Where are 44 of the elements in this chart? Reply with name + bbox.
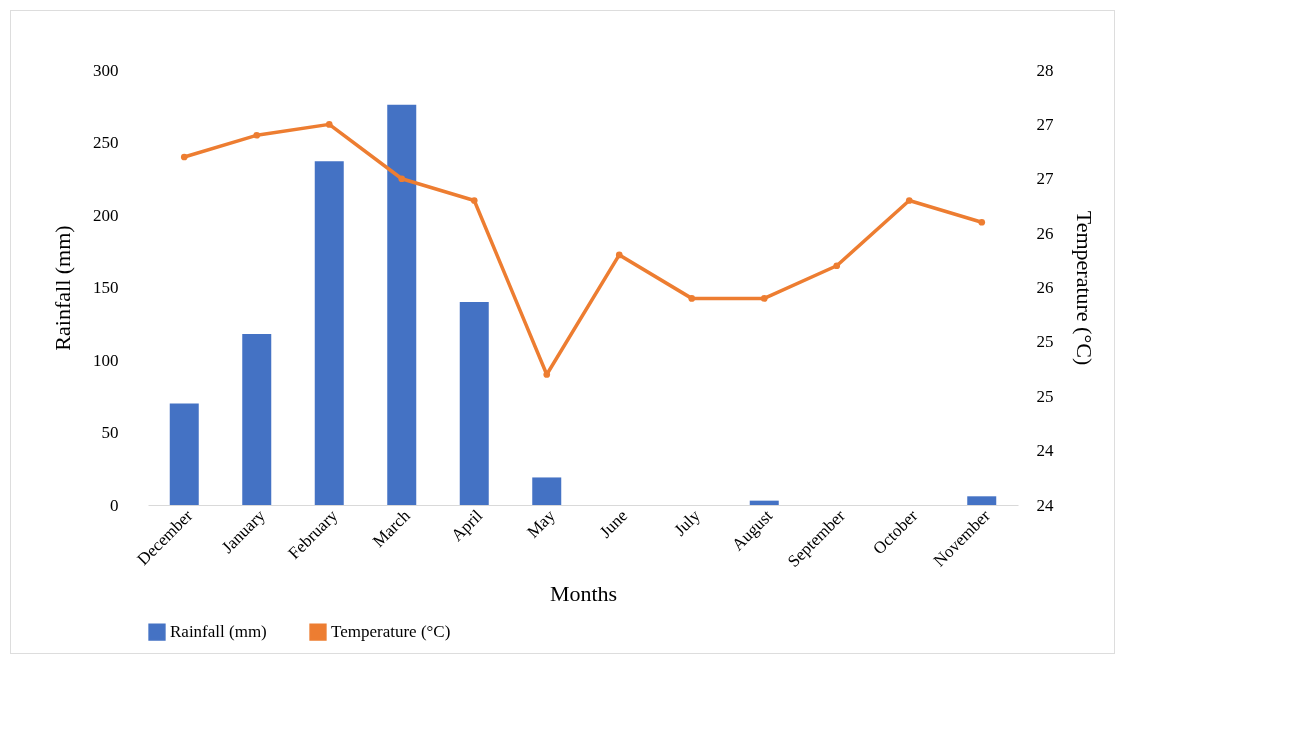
bar [314,161,344,505]
y2-tick-label: 26 [1036,223,1054,243]
bar [169,403,199,505]
y-tick-label: 150 [93,278,119,297]
point [398,175,406,183]
point [978,218,986,226]
y-axis-title: Rainfall (mm) [50,225,75,351]
y2-tick-label: 27 [1036,114,1054,134]
point [615,251,623,259]
point [688,295,696,302]
y-tick-label: 100 [93,350,119,370]
legend-label: Temperature (°C) [331,622,451,642]
y2-tick-label: 25 [1036,332,1054,352]
point [543,371,551,378]
y2-tick-label: 24 [1036,495,1054,515]
y2-tick-label: 25 [1036,386,1054,406]
point [470,197,478,204]
y-tick-label: 50 [101,423,119,442]
x-tick-label: May [523,505,560,542]
bar [459,302,489,505]
y2-axis-title: Temperature (°C) [1071,210,1097,366]
y2-tick-label: 26 [1036,278,1054,297]
x-tick-label: July [670,505,705,540]
x-tick-label: June [595,506,632,542]
point [180,153,188,161]
y2-tick-label: 28 [1036,60,1054,80]
bar [749,500,779,505]
bar [242,333,272,505]
bar [967,496,997,505]
y-tick-label: 300 [93,60,119,80]
y-tick-label: 0 [110,495,119,515]
point [325,121,333,128]
y2-tick-label: 24 [1036,441,1054,461]
point [253,131,261,139]
legend-label: Rainfall (mm) [170,622,267,642]
point [833,262,841,270]
bar [387,104,417,505]
bar [532,477,562,505]
y2-tick-label: 27 [1036,169,1054,189]
point [760,295,768,302]
y-tick-label: 200 [93,205,119,225]
x-axis-title: Months [549,581,618,607]
point [905,197,913,204]
y-tick-label: 250 [93,133,119,152]
